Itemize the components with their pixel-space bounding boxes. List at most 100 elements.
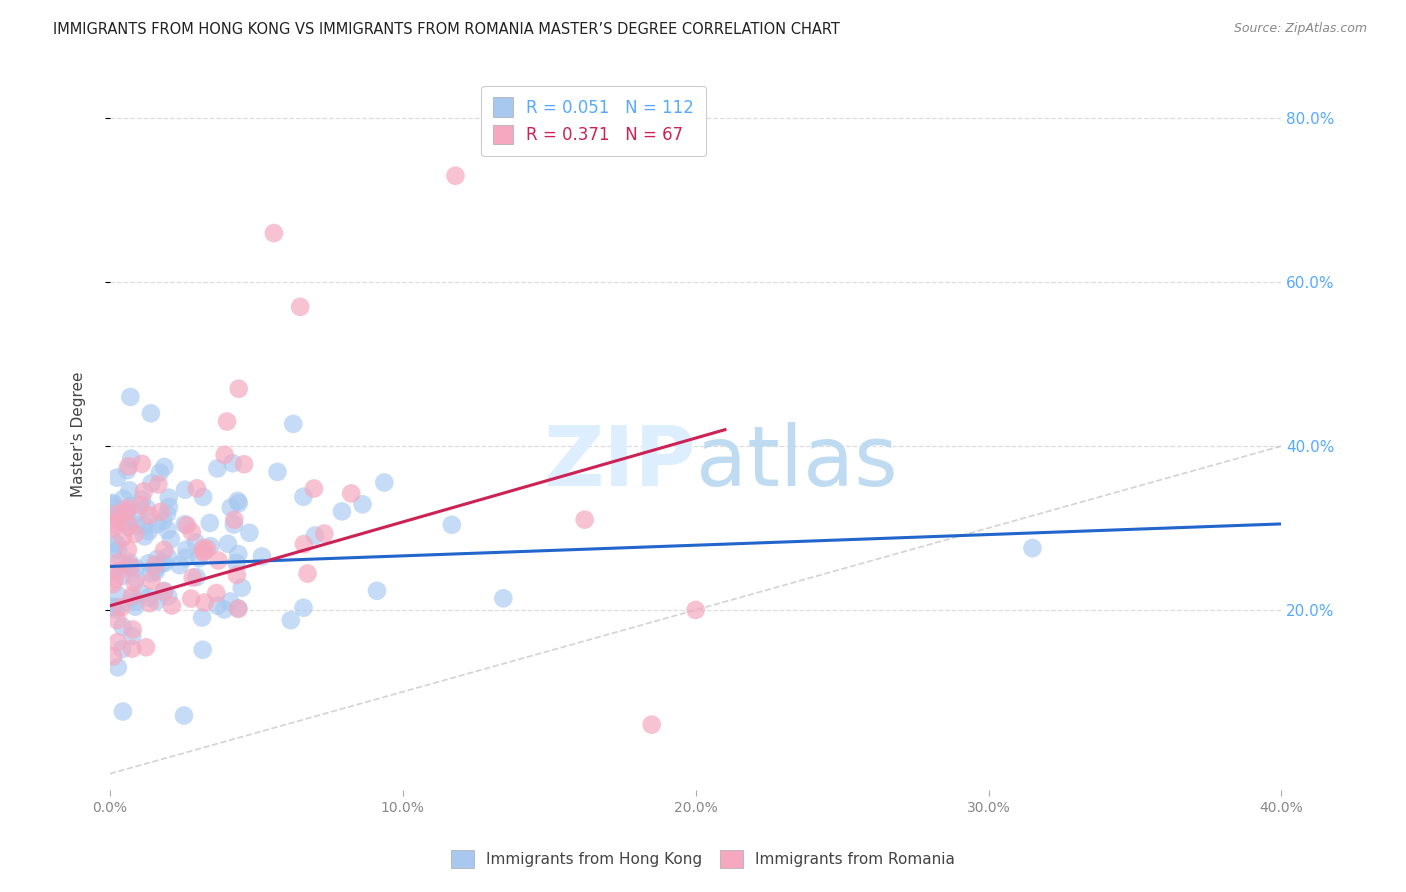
Point — [207, 461, 229, 475]
Point — [366, 583, 388, 598]
Point — [238, 525, 260, 540]
Point — [121, 641, 143, 656]
Point — [228, 382, 250, 396]
Point — [132, 484, 155, 499]
Point — [125, 561, 148, 575]
Point — [135, 501, 157, 516]
Point — [141, 476, 163, 491]
Point — [134, 529, 156, 543]
Point — [153, 583, 176, 598]
Point — [191, 610, 214, 624]
Point — [226, 601, 249, 615]
Point — [352, 497, 374, 511]
Point — [224, 513, 246, 527]
Point — [186, 570, 208, 584]
Point — [180, 524, 202, 539]
Point — [373, 475, 395, 490]
Point — [103, 516, 125, 531]
Point — [117, 459, 139, 474]
Point — [138, 591, 160, 605]
Point — [231, 581, 253, 595]
Point — [297, 566, 319, 581]
Point — [121, 591, 143, 606]
Point — [153, 556, 176, 570]
Text: IMMIGRANTS FROM HONG KONG VS IMMIGRANTS FROM ROMANIA MASTER’S DEGREE CORRELATION: IMMIGRANTS FROM HONG KONG VS IMMIGRANTS … — [53, 22, 841, 37]
Point — [138, 557, 160, 571]
Point — [107, 543, 129, 558]
Point — [103, 649, 125, 664]
Point — [156, 549, 179, 564]
Point — [191, 642, 214, 657]
Point — [120, 390, 142, 404]
Point — [685, 603, 707, 617]
Point — [115, 501, 138, 516]
Point — [115, 505, 138, 519]
Point — [111, 642, 134, 657]
Point — [120, 451, 142, 466]
Y-axis label: Master's Degree: Master's Degree — [72, 371, 86, 497]
Point — [222, 456, 245, 470]
Point — [186, 481, 208, 495]
Point — [283, 417, 305, 431]
Point — [121, 623, 143, 637]
Point — [111, 569, 134, 583]
Text: atlas: atlas — [696, 422, 897, 503]
Point — [101, 497, 124, 511]
Point — [226, 493, 249, 508]
Point — [156, 507, 179, 521]
Point — [107, 635, 129, 649]
Point — [143, 558, 166, 572]
Point — [193, 544, 215, 558]
Text: ZIP: ZIP — [543, 422, 696, 503]
Point — [145, 594, 167, 608]
Point — [148, 477, 170, 491]
Point — [117, 463, 139, 477]
Point — [174, 483, 197, 497]
Point — [110, 509, 132, 524]
Point — [135, 640, 157, 655]
Point — [169, 558, 191, 573]
Point — [120, 500, 142, 514]
Point — [124, 575, 146, 590]
Point — [134, 519, 156, 533]
Point — [153, 459, 176, 474]
Point — [180, 591, 202, 606]
Point — [125, 506, 148, 520]
Point — [104, 602, 127, 616]
Point — [195, 541, 218, 556]
Point — [149, 505, 172, 519]
Point — [150, 557, 173, 571]
Point — [184, 535, 207, 549]
Point — [173, 708, 195, 723]
Point — [222, 517, 245, 532]
Point — [492, 591, 515, 606]
Point — [641, 717, 664, 731]
Point — [115, 559, 138, 574]
Point — [131, 587, 153, 601]
Point — [193, 490, 215, 504]
Point — [141, 566, 163, 581]
Point — [118, 518, 141, 533]
Point — [115, 505, 138, 519]
Point — [138, 596, 160, 610]
Point — [139, 406, 162, 420]
Point — [280, 613, 302, 627]
Point — [105, 613, 128, 627]
Point — [124, 599, 146, 614]
Point — [141, 574, 163, 588]
Point — [117, 520, 139, 534]
Point — [217, 537, 239, 551]
Point — [117, 516, 139, 530]
Point — [212, 602, 235, 616]
Point — [226, 547, 249, 561]
Point — [152, 584, 174, 599]
Point — [157, 590, 180, 604]
Point — [228, 496, 250, 510]
Point — [314, 526, 336, 541]
Point — [292, 537, 315, 551]
Point — [145, 561, 167, 575]
Point — [124, 527, 146, 541]
Text: Source: ZipAtlas.com: Source: ZipAtlas.com — [1233, 22, 1367, 36]
Point — [292, 600, 315, 615]
Point — [131, 457, 153, 471]
